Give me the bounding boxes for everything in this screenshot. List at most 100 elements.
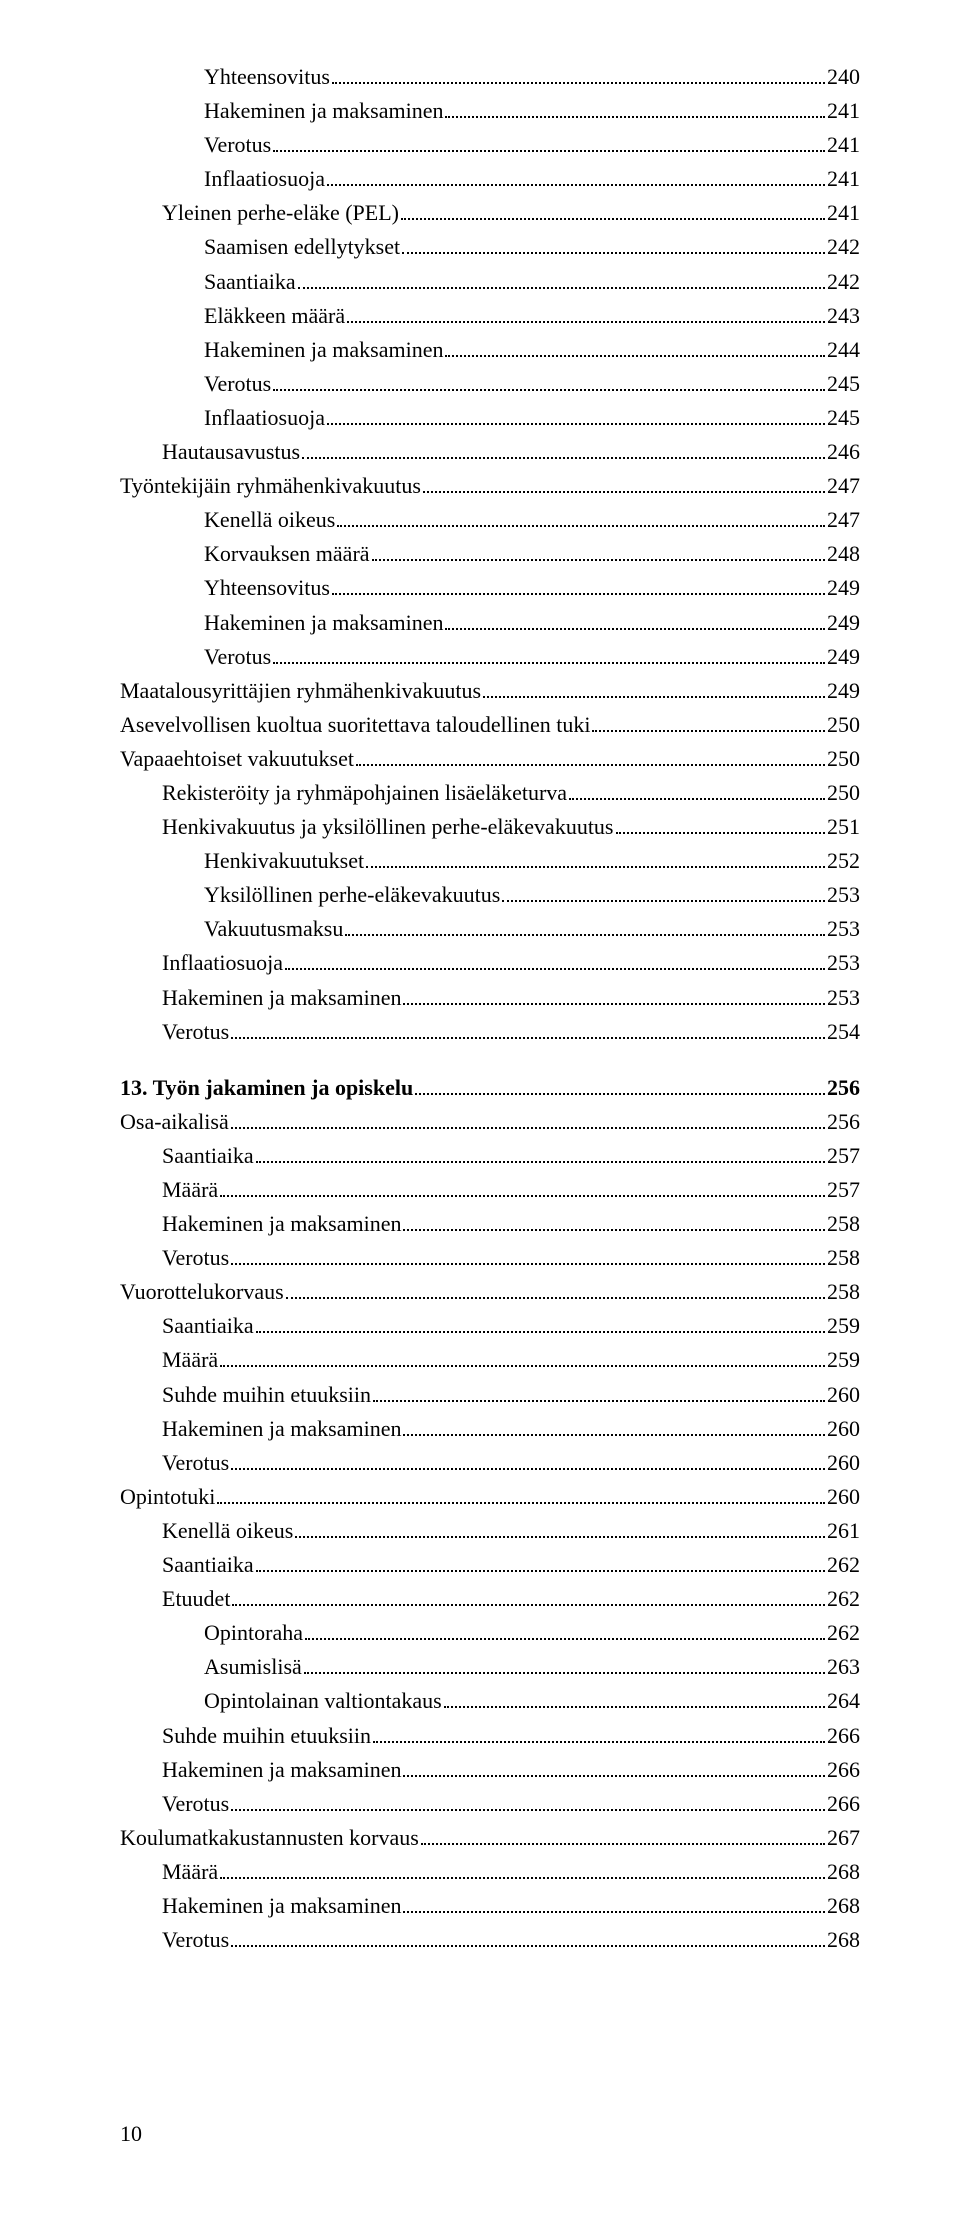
toc-leader-dots (256, 1161, 825, 1163)
toc-leader-dots (302, 457, 825, 459)
toc-page-number: 260 (827, 1480, 860, 1514)
toc-label: Osa-aikalisä (120, 1105, 229, 1139)
toc-label: Inflaatiosuoja (162, 946, 283, 980)
toc-label: Kenellä oikeus (162, 1514, 293, 1548)
toc-page: Yhteensovitus240Hakeminen ja maksaminen2… (0, 0, 960, 2221)
toc-row: Inflaatiosuoja241 (120, 162, 860, 196)
toc-leader-dots (256, 1570, 825, 1572)
toc-leader-dots (356, 764, 825, 766)
toc-leader-dots (373, 1400, 825, 1402)
toc-label: Hakeminen ja maksaminen (162, 981, 401, 1015)
toc-row: Hakeminen ja maksaminen253 (120, 981, 860, 1015)
toc-leader-dots (327, 423, 825, 425)
toc-leader-dots (285, 968, 825, 970)
toc-label: Henkivakuutus ja yksilöllinen perhe-eläk… (162, 810, 614, 844)
toc-label: Saamisen edellytykset (204, 230, 400, 264)
toc-row: Maatalousyrittäjien ryhmähenkivakuutus24… (120, 674, 860, 708)
toc-page-number: 250 (827, 708, 860, 742)
toc-row: Saantiaika257 (120, 1139, 860, 1173)
toc-label: Verotus (162, 1787, 229, 1821)
toc-label: Hakeminen ja maksaminen (162, 1207, 401, 1241)
toc-label: Opintotuki (120, 1480, 215, 1514)
toc-label: Yksilöllinen perhe-eläkevakuutus (204, 878, 500, 912)
toc-label: Hakeminen ja maksaminen (204, 94, 443, 128)
toc-leader-dots (403, 1911, 825, 1913)
toc-label: Verotus (162, 1446, 229, 1480)
toc-label: Yleinen perhe-eläke (PEL) (162, 196, 399, 230)
toc-row: Verotus 266 (120, 1787, 860, 1821)
toc-row: Opintolainan valtiontakaus264 (120, 1684, 860, 1718)
toc-leader-dots (403, 1229, 825, 1231)
toc-page-number: 256 (827, 1071, 860, 1105)
toc-row: Eläkkeen määrä243 (120, 299, 860, 333)
toc-label: Kenellä oikeus (204, 503, 335, 537)
toc-page-number: 258 (827, 1207, 860, 1241)
toc-page-number: 245 (827, 401, 860, 435)
toc-row: Hakeminen ja maksaminen266 (120, 1753, 860, 1787)
toc-leader-dots (372, 559, 825, 561)
toc-page-number: 240 (827, 60, 860, 94)
toc-label: Saantiaika (162, 1139, 254, 1173)
toc-row: Yhteensovitus249 (120, 571, 860, 605)
toc-label: Hakeminen ja maksaminen (162, 1753, 401, 1787)
toc-leader-dots (231, 1945, 825, 1947)
toc-label: Saantiaika (204, 265, 296, 299)
toc-row: Hautausavustus246 (120, 435, 860, 469)
toc-page-number: 268 (827, 1889, 860, 1923)
toc-leader-dots (231, 1468, 825, 1470)
toc-row: Henkivakuutus ja yksilöllinen perhe-eläk… (120, 810, 860, 844)
toc-label: Etuudet (162, 1582, 230, 1616)
toc-page-number: 247 (827, 503, 860, 537)
toc-page-number: 243 (827, 299, 860, 333)
toc-row: Koulumatkakustannusten korvaus267 (120, 1821, 860, 1855)
toc-leader-dots (231, 1263, 825, 1265)
toc-page-number: 241 (827, 196, 860, 230)
toc-list: Yhteensovitus240Hakeminen ja maksaminen2… (120, 60, 860, 1957)
toc-page-number: 242 (827, 230, 860, 264)
toc-leader-dots (373, 1741, 825, 1743)
toc-leader-dots (220, 1365, 825, 1367)
toc-row: Osa-aikalisä256 (120, 1105, 860, 1139)
toc-label: Suhde muihin etuuksiin (162, 1719, 371, 1753)
toc-row: Inflaatiosuoja253 (120, 946, 860, 980)
toc-leader-dots (220, 1877, 825, 1879)
toc-row: Rekisteröity ja ryhmäpohjainen lisäeläke… (120, 776, 860, 810)
toc-row: Hakeminen ja maksaminen249 (120, 606, 860, 640)
toc-page-number: 249 (827, 640, 860, 674)
toc-page-number: 249 (827, 571, 860, 605)
toc-page-number: 262 (827, 1616, 860, 1650)
toc-row: Hakeminen ja maksaminen241 (120, 94, 860, 128)
toc-row: Määrä259 (120, 1343, 860, 1377)
toc-label: Verotus (204, 367, 271, 401)
toc-page-number: 246 (827, 435, 860, 469)
toc-leader-dots (273, 150, 825, 152)
toc-row: Saamisen edellytykset 242 (120, 230, 860, 264)
toc-page-number: 268 (827, 1923, 860, 1957)
toc-row: Määrä268 (120, 1855, 860, 1889)
toc-row: Opintotuki 260 (120, 1480, 860, 1514)
toc-page-number: 266 (827, 1787, 860, 1821)
toc-label: Hakeminen ja maksaminen (204, 333, 443, 367)
toc-label: 13. Työn jakaminen ja opiskelu (120, 1071, 413, 1105)
toc-page-number: 262 (827, 1548, 860, 1582)
toc-leader-dots (403, 1775, 825, 1777)
toc-leader-dots (327, 184, 825, 186)
toc-leader-dots (345, 934, 825, 936)
toc-page-number: 242 (827, 265, 860, 299)
toc-row: Verotus 260 (120, 1446, 860, 1480)
toc-page-number: 254 (827, 1015, 860, 1049)
toc-leader-dots (231, 1809, 825, 1811)
toc-leader-dots (220, 1195, 825, 1197)
toc-label: Opintoraha (204, 1616, 303, 1650)
toc-page-number: 258 (827, 1275, 860, 1309)
toc-page-number: 253 (827, 912, 860, 946)
toc-row: Etuudet262 (120, 1582, 860, 1616)
toc-leader-dots (415, 1093, 825, 1095)
toc-label: Maatalousyrittäjien ryhmähenkivakuutus (120, 674, 481, 708)
toc-label: Hakeminen ja maksaminen (162, 1412, 401, 1446)
toc-leader-dots (305, 1638, 825, 1640)
toc-page-number: 267 (827, 1821, 860, 1855)
toc-leader-dots (256, 1331, 825, 1333)
toc-page-number: 260 (827, 1446, 860, 1480)
toc-row: Hakeminen ja maksaminen268 (120, 1889, 860, 1923)
